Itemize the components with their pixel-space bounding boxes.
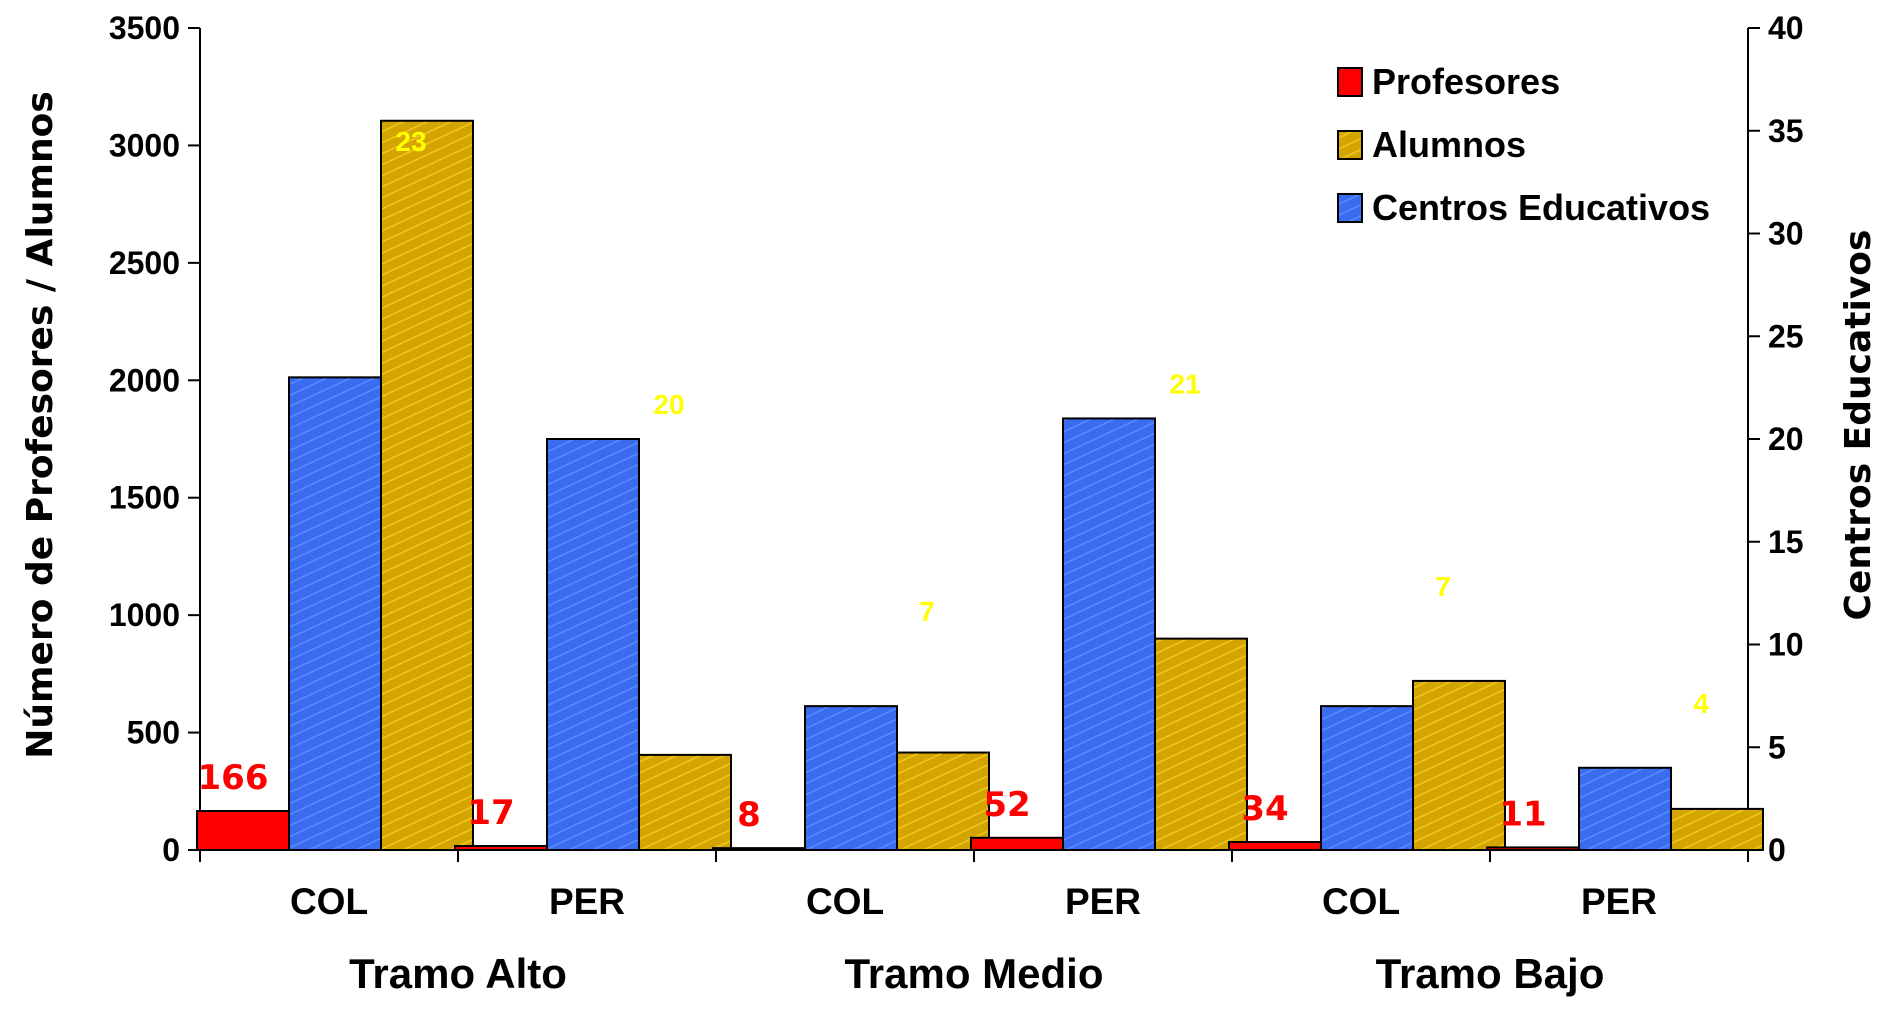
centros-data-label: 21 [1169, 368, 1200, 399]
y-right-tick-label: 35 [1768, 113, 1804, 149]
alumnos-bar [1670, 807, 1764, 852]
y-left-tick-label: 2500 [109, 245, 180, 281]
legend-item: Alumnos [1372, 124, 1526, 165]
profesores-data-label: 11 [1499, 794, 1546, 834]
alumnos-bar [638, 753, 732, 852]
profesores-data-label: 166 [198, 758, 269, 798]
profesores-data-label: 34 [1241, 789, 1288, 829]
category-label: COL [1322, 881, 1400, 922]
profesores-bar [196, 810, 290, 852]
y-left-tick-label: 3500 [109, 10, 180, 46]
y-right-tick-label: 40 [1768, 10, 1804, 46]
category-label: PER [549, 881, 625, 922]
y-right-tick-label: 20 [1768, 421, 1804, 457]
y-right-tick-label: 30 [1768, 216, 1804, 252]
y-left-tick-label: 3000 [109, 127, 180, 163]
legend-swatch [1337, 130, 1363, 160]
alumnos-bar [1412, 679, 1506, 851]
category-label: PER [1581, 881, 1657, 922]
centros-bar [546, 438, 640, 851]
profesores-data-label: 52 [983, 785, 1030, 825]
legend: Profesores Alumnos Centros Educativos [1337, 61, 1710, 228]
y-left-tick-label: 500 [127, 715, 180, 751]
centros-data-label: 7 [919, 596, 935, 627]
y-right-tick-label: 5 [1768, 729, 1786, 765]
y-left-tick-label: 2000 [109, 362, 180, 398]
centros-bar [804, 705, 898, 852]
alumnos-bar [1154, 637, 1248, 852]
centros-data-label: 20 [653, 389, 684, 420]
category-label: COL [806, 881, 884, 922]
centros-data-label: 4 [1693, 688, 1709, 719]
group-label: Tramo Alto [349, 950, 567, 997]
y-left-tick-label: 1500 [109, 480, 180, 516]
legend-item: Profesores [1372, 61, 1560, 102]
y-right-tick-label: 25 [1768, 318, 1804, 354]
centros-bar [1578, 766, 1672, 851]
profesores-bar [1486, 846, 1580, 851]
y-left-tick-label: 1000 [109, 597, 180, 633]
profesores-bar [970, 836, 1064, 851]
category-label: PER [1065, 881, 1141, 922]
profesores-bar [1228, 841, 1322, 851]
centros-bar [1320, 705, 1414, 852]
group-label: Tramo Bajo [1376, 950, 1605, 997]
alumnos-bar [896, 751, 990, 852]
category-label: COL [290, 881, 368, 922]
y-right-axis-title: Centros Educativos [1838, 230, 1879, 621]
centros-bar [1062, 417, 1156, 851]
y-left-axis-title: Número de Profesores / Alumnos [20, 91, 61, 758]
legend-item: Centros Educativos [1372, 187, 1710, 228]
centros-data-label: 23 [395, 126, 426, 157]
y-left-tick-label: 0 [162, 832, 180, 868]
y-right-tick-label: 10 [1768, 627, 1804, 663]
alumnos-bar [380, 119, 474, 852]
profesores-data-label: 17 [467, 793, 514, 833]
y-right-tick-label: 0 [1768, 832, 1786, 868]
legend-swatch [1337, 193, 1363, 223]
centros-data-label: 7 [1435, 571, 1451, 602]
profesores-data-label: 8 [737, 795, 761, 835]
profesores-bar [712, 847, 806, 852]
group-label: Tramo Medio [844, 950, 1103, 997]
centros-bar [288, 376, 382, 851]
y-right-tick-label: 15 [1768, 524, 1804, 560]
legend-swatch [1337, 67, 1363, 97]
profesores-bar [454, 845, 548, 852]
